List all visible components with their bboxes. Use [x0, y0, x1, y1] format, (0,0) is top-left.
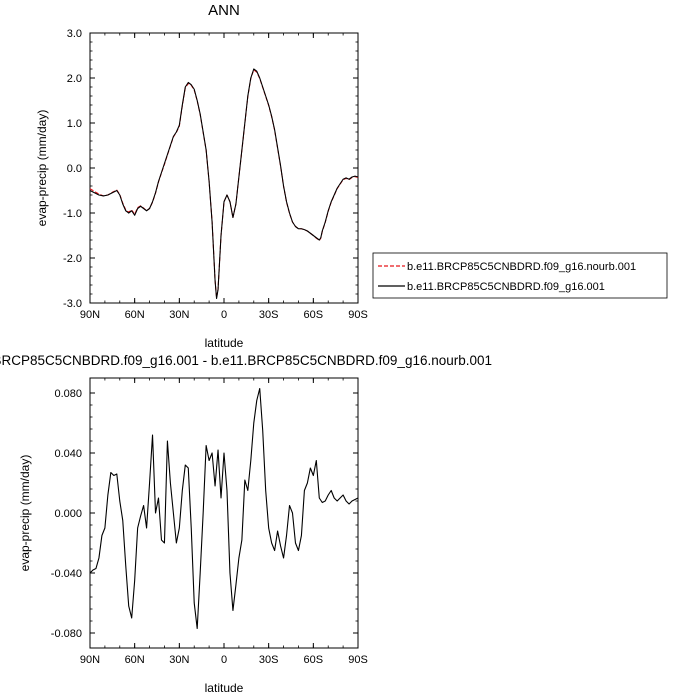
- y-tick-label: -2.0: [63, 253, 82, 265]
- y-tick-label: -1.0: [63, 208, 82, 220]
- y-tick-label: 1.0: [67, 118, 82, 130]
- x-tick-label: 0: [221, 309, 227, 321]
- x-tick-label: 60S: [304, 309, 324, 321]
- x-tick-label: 60S: [304, 654, 324, 666]
- y-tick-label: 0.0: [67, 163, 82, 175]
- x-tick-label: 60N: [125, 309, 145, 321]
- top-plot-lines: [89, 68, 359, 300]
- bottom-y-axis-label: evap-precip (mm/day): [18, 455, 32, 572]
- x-tick-label: 90N: [80, 309, 100, 321]
- top-panel: ANN 90N 60N 30N 0 30S 60S 90S 3.0 2.0 1.0 0.0 -1.0…: [35, 2, 368, 350]
- top-plot-frame: [89, 32, 359, 304]
- top-x-axis: 90N 60N 30N 0 30S 60S 90S: [80, 33, 368, 321]
- series-line-b-e11-brcp85c5cnbdrd-f09-g16-nourb-001: [89, 69, 359, 299]
- bottom-plot-frame: [89, 377, 359, 649]
- y-tick-label: 0.040: [54, 448, 82, 460]
- x-tick-label: 30S: [259, 309, 279, 321]
- x-tick-label: 30S: [259, 654, 279, 666]
- legend-label-nourb: b.e11.BRCP85C5CNBDRD.f09_g16.nourb.001: [407, 261, 636, 273]
- y-tick-label: 3.0: [67, 28, 82, 40]
- x-tick-label: 0: [221, 654, 227, 666]
- bottom-chart-title: b.e11.BRCP85C5CNBDRD.f09_g16.001 - b.e11…: [0, 353, 492, 368]
- legend: b.e11.BRCP85C5CNBDRD.f09_g16.nourb.001 b…: [372, 252, 668, 299]
- bottom-y-axis: 0.080 0.040 0.000 -0.040 -0.080: [51, 388, 358, 640]
- top-y-axis: 3.0 2.0 1.0 0.0 -1.0 -2.0 -3.0: [63, 28, 358, 310]
- bottom-panel: b.e11.BRCP85C5CNBDRD.f09_g16.001 - b.e11…: [0, 353, 492, 695]
- legend-box: [372, 252, 668, 299]
- x-tick-label: 90S: [348, 654, 368, 666]
- y-tick-label: -0.080: [51, 628, 82, 640]
- x-tick-label: 90S: [348, 309, 368, 321]
- x-tick-label: 30N: [169, 654, 189, 666]
- top-y-axis-label: evap-precip (mm/day): [35, 110, 49, 227]
- y-tick-label: 2.0: [67, 73, 82, 85]
- x-tick-label: 60N: [125, 654, 145, 666]
- y-tick-label: 0.080: [54, 388, 82, 400]
- bottom-x-axis-label: latitude: [205, 681, 244, 695]
- y-tick-label: -3.0: [63, 298, 82, 310]
- top-chart-title: ANN: [208, 2, 240, 19]
- y-tick-label: 0.000: [54, 508, 82, 520]
- x-tick-label: 90N: [80, 654, 100, 666]
- bottom-plot-line: [89, 387, 359, 630]
- x-tick-label: 30N: [169, 309, 189, 321]
- top-x-axis-label: latitude: [205, 336, 244, 350]
- y-tick-label: -0.040: [51, 568, 82, 580]
- series-line: [89, 387, 359, 630]
- legend-label-control: b.e11.BRCP85C5CNBDRD.f09_g16.001: [407, 281, 605, 293]
- bottom-x-axis: 90N 60N 30N 0 30S 60S 90S: [80, 378, 368, 666]
- series-line-b-e11-brcp85c5cnbdrd-f09-g16-001: [89, 68, 359, 300]
